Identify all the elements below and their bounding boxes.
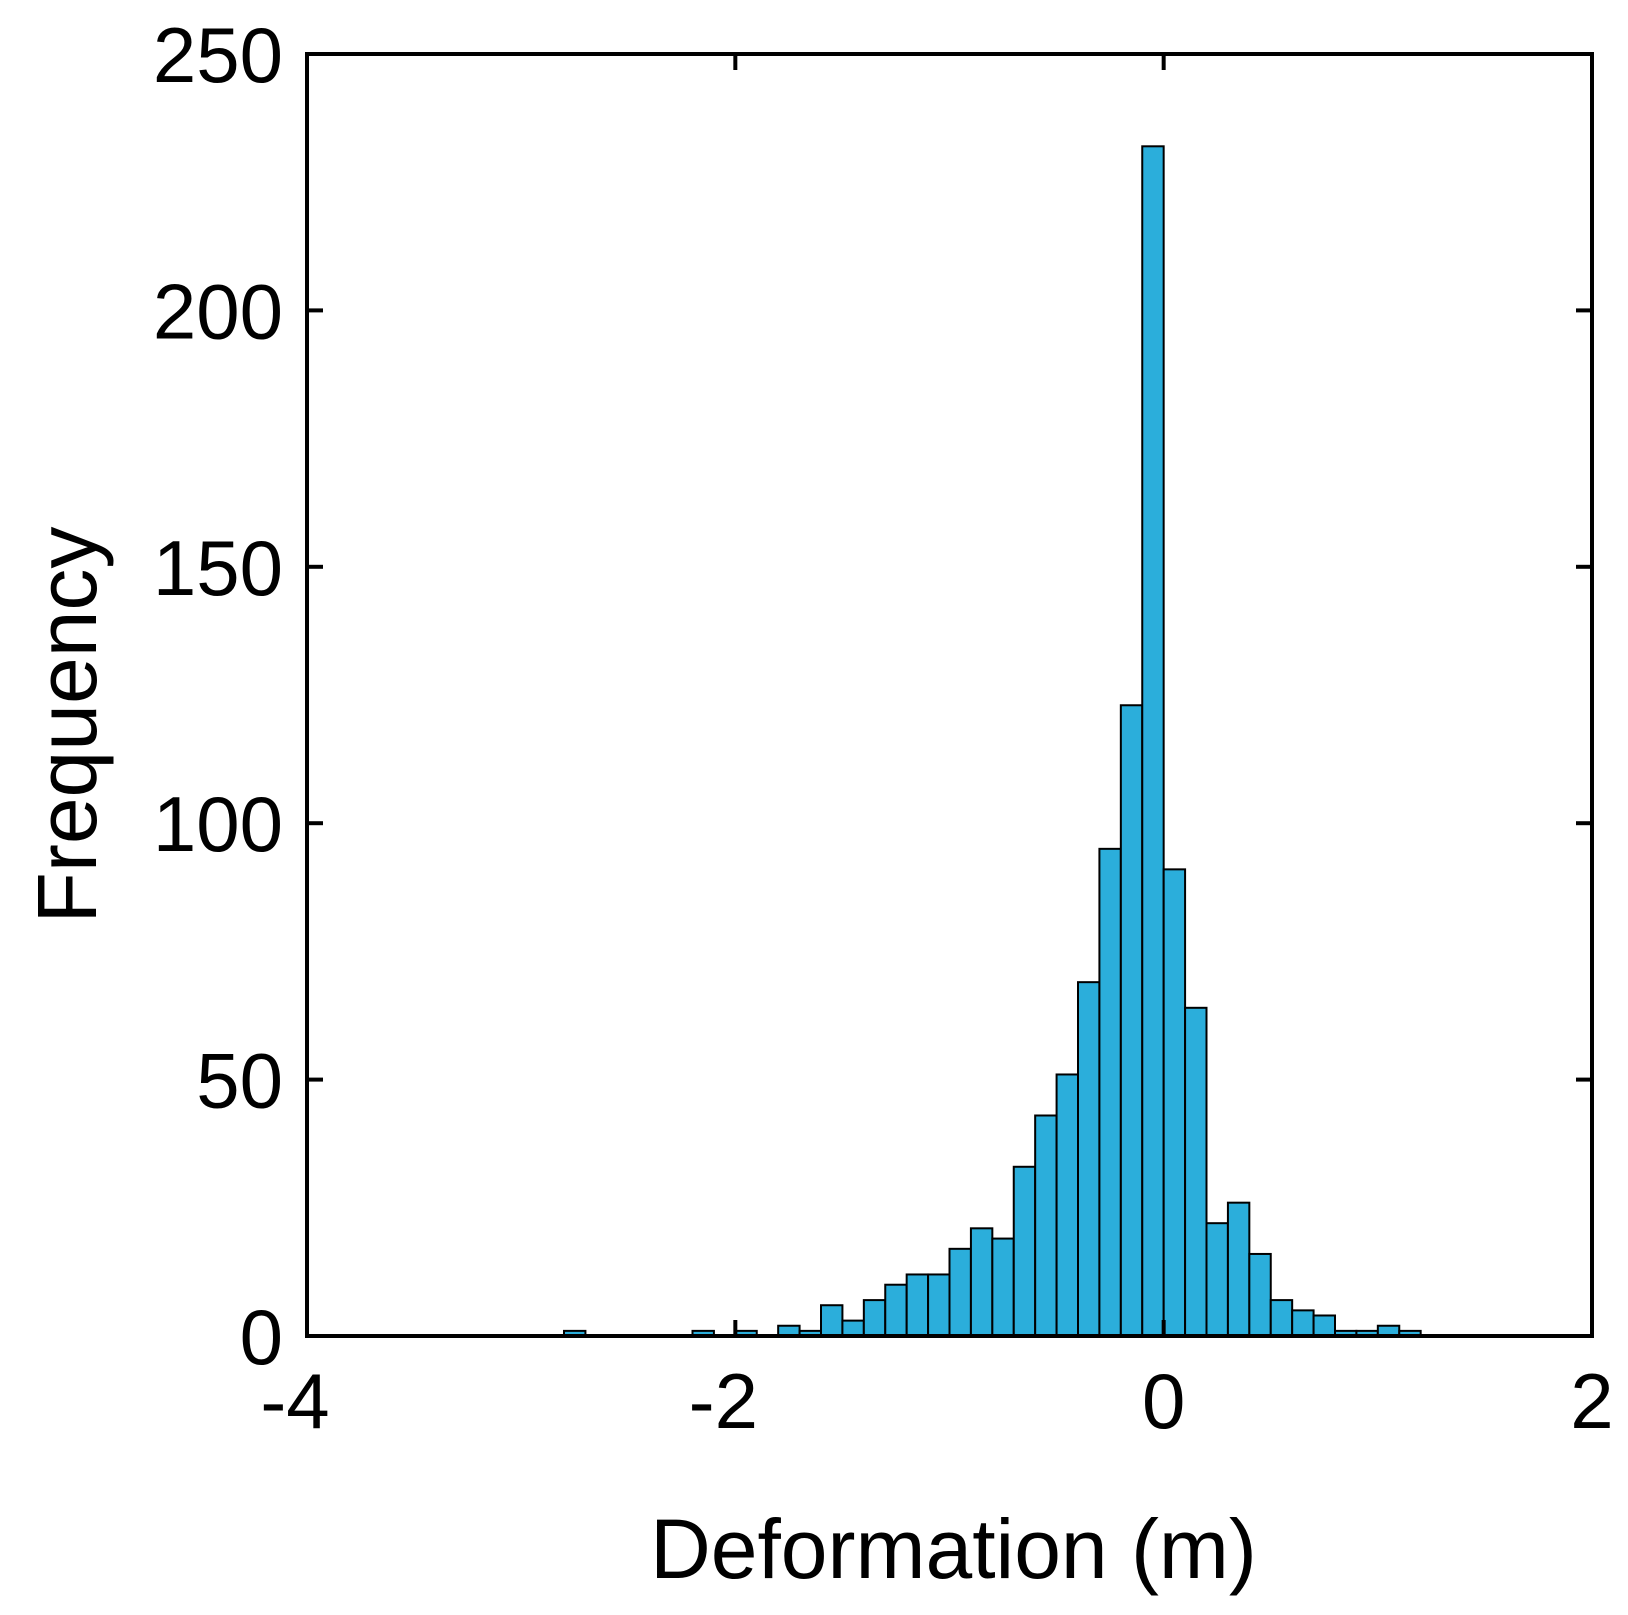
histogram-bar <box>820 1304 844 1338</box>
histogram-bar <box>948 1247 972 1337</box>
x-tick-label: 2 <box>1570 1357 1613 1445</box>
histogram-bar <box>1055 1073 1080 1338</box>
histogram-bar <box>969 1227 994 1338</box>
tick-labels-group: -4 -2 0 2 0 50 100 150 200 250 <box>153 11 1614 1445</box>
x-tick-label: -4 <box>260 1357 329 1445</box>
y-axis-title: Frequency <box>20 527 114 924</box>
histogram-bar <box>862 1299 887 1338</box>
y-tick-label: 100 <box>153 780 283 868</box>
histogram-bar <box>1312 1314 1337 1338</box>
x-tick-label: -2 <box>689 1357 758 1445</box>
histogram-bar <box>927 1273 951 1337</box>
histogram-bar <box>1162 868 1187 1337</box>
histogram-bar <box>1141 145 1165 1338</box>
histogram-bar <box>1248 1252 1272 1338</box>
y-tick-label: 200 <box>153 267 283 355</box>
histogram-bar <box>1012 1165 1037 1337</box>
y-tick-label: 250 <box>153 11 283 99</box>
histogram-bar <box>1077 981 1101 1338</box>
ticks-group <box>305 52 1594 1338</box>
histogram-bar <box>991 1237 1015 1337</box>
bars-group <box>563 145 1422 1338</box>
histogram-bar <box>1205 1222 1229 1337</box>
histogram-bar <box>905 1273 930 1337</box>
plot-frame <box>305 52 1594 1338</box>
x-axis-title: Deformation (m) <box>650 1502 1257 1596</box>
histogram-bar <box>1098 847 1122 1338</box>
histogram-bar <box>1184 1006 1208 1337</box>
y-tick-label: 150 <box>153 524 283 612</box>
histogram-bar <box>1119 704 1144 1337</box>
x-tick-label: 0 <box>1142 1357 1185 1445</box>
histogram-bar <box>841 1319 865 1337</box>
histogram-bar <box>884 1283 908 1337</box>
histogram-bar <box>1226 1201 1251 1337</box>
histogram-bar <box>1034 1114 1058 1337</box>
y-tick-label: 0 <box>240 1293 283 1381</box>
y-tick-label: 50 <box>196 1037 283 1125</box>
histogram-bar <box>1291 1309 1315 1337</box>
histogram-bar <box>1269 1299 1294 1338</box>
